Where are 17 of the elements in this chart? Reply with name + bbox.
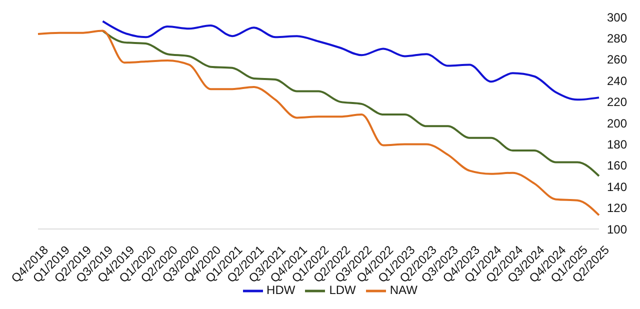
y-tick-label: 120 — [607, 201, 628, 216]
y-tick-label: 100 — [607, 222, 628, 236]
y-tick-label: 240 — [607, 74, 628, 88]
y-tick-label: 200 — [607, 116, 628, 130]
line-series — [37, 30, 600, 216]
y-tick-label: 140 — [607, 180, 628, 194]
y-tick-label: 180 — [607, 137, 628, 152]
line-series — [102, 20, 600, 101]
legend-label: LDW — [329, 283, 356, 298]
y-tick-label: 280 — [607, 31, 628, 46]
legend-label: NAW — [390, 283, 418, 298]
legend-label: HDW — [266, 283, 296, 298]
y-tick-label: 300 — [607, 10, 628, 24]
line-series — [102, 30, 600, 177]
y-tick-label: 220 — [607, 95, 628, 110]
y-tick-label: 160 — [607, 158, 628, 173]
y-tick-label: 260 — [607, 52, 628, 67]
